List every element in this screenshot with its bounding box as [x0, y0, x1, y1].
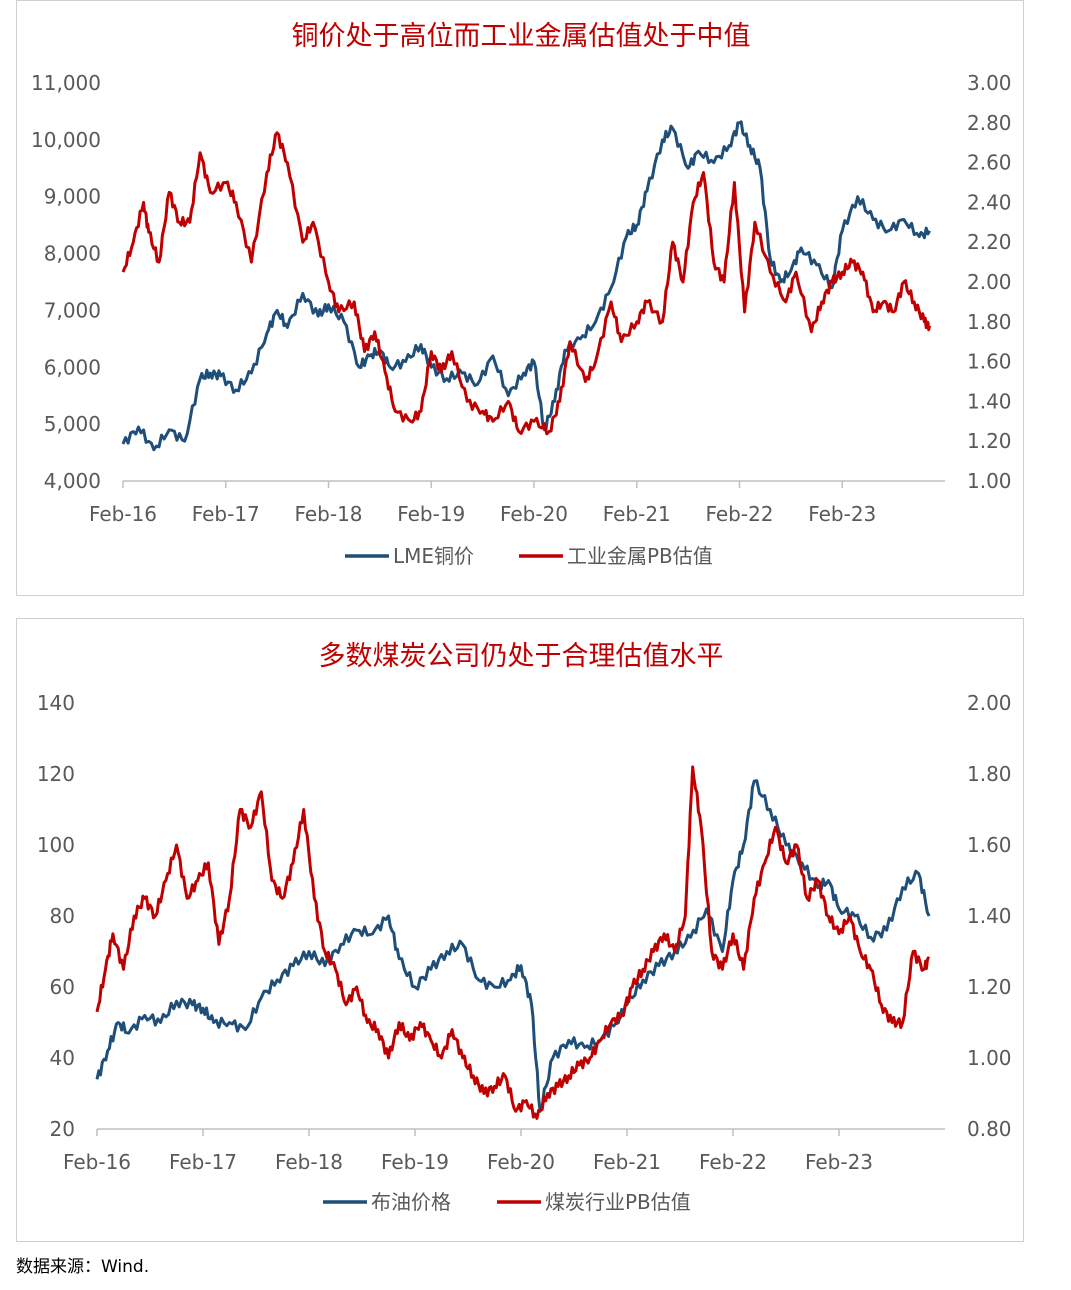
series-line-right [95, 765, 931, 1120]
x-tick-label: Feb-18 [275, 1150, 343, 1174]
y-right-tick-label: 2.60 [967, 151, 1012, 175]
series-line-left [95, 779, 931, 1113]
y-left-tick-label: 7,000 [44, 298, 101, 322]
y-right-tick-label: 1.60 [967, 833, 1012, 857]
x-tick-label: Feb-17 [169, 1150, 237, 1174]
y-left-tick-label: 6,000 [44, 355, 101, 379]
x-tick-label: Feb-16 [63, 1150, 131, 1174]
x-tick-label: Feb-22 [705, 502, 773, 526]
chart-panel-copper: 铜价处于高位而工业金属估值处于中值 Feb-16 Feb-17 Feb-18 Feb-1… [16, 0, 1024, 596]
y-left-tick-label: 80 [50, 904, 75, 928]
y-right-tick-label: 3.00 [967, 71, 1012, 95]
y-right-tick-label: 1.80 [967, 310, 1012, 334]
x-tick-label: Feb-18 [294, 502, 362, 526]
chart-svg-copper: 铜价处于高位而工业金属估值处于中值 Feb-16 Feb-17 Feb-18 Feb-1… [31, 21, 1012, 568]
y-right-tick-label: 2.20 [967, 230, 1012, 254]
x-tick-label: Feb-20 [500, 502, 568, 526]
y-left-tick-label: 5,000 [44, 412, 101, 436]
y-left-tick-label: 9,000 [44, 185, 101, 209]
legend-label: 煤炭行业PB估值 [545, 1190, 691, 1214]
series-line-right [121, 131, 932, 436]
y-right-tick-label: 1.80 [967, 762, 1012, 786]
y-left-tick-label: 10,000 [31, 128, 101, 152]
chart-panel-coal: 多数煤炭公司仍处于合理估值水平 Feb-16 Feb-17 Feb-18 Feb-19 F… [16, 618, 1024, 1242]
y-right-tick-label: 1.60 [967, 350, 1012, 374]
legend-label: 工业金属PB估值 [567, 544, 713, 568]
y-right-tick-label: 1.40 [967, 389, 1012, 413]
x-tick-label: Feb-17 [192, 502, 260, 526]
x-tick-label: Feb-19 [381, 1150, 449, 1174]
y-right-tick-label: 2.00 [967, 270, 1012, 294]
y-right-tick-label: 1.20 [967, 429, 1012, 453]
y-right-tick-label: 0.80 [967, 1117, 1012, 1141]
x-tick-label: Feb-22 [699, 1150, 767, 1174]
y-left-tick-label: 4,000 [44, 469, 101, 493]
y-right-tick-label: 1.00 [967, 1046, 1012, 1070]
legend-label: LME铜价 [393, 544, 474, 568]
y-left-tick-label: 120 [37, 762, 75, 786]
y-left-tick-label: 140 [37, 691, 75, 715]
x-tick-label: Feb-23 [808, 502, 876, 526]
x-tick-label: Feb-16 [89, 502, 157, 526]
x-tick-label: Feb-19 [397, 502, 465, 526]
y-right-tick-label: 1.00 [967, 469, 1012, 493]
y-right-tick-label: 1.40 [967, 904, 1012, 928]
x-tick-label: Feb-20 [487, 1150, 555, 1174]
legend-label: 布油价格 [371, 1190, 451, 1214]
chart-svg-coal: 多数煤炭公司仍处于合理估值水平 Feb-16 Feb-17 Feb-18 Feb-19 F… [37, 641, 1012, 1214]
x-tick-label: Feb-21 [603, 502, 671, 526]
chart-title: 铜价处于高位而工业金属估值处于中值 [292, 21, 751, 52]
y-right-tick-label: 2.40 [967, 190, 1012, 214]
y-left-tick-label: 20 [50, 1117, 75, 1141]
series-line-left [121, 120, 931, 452]
chart-title: 多数煤炭公司仍处于合理估值水平 [319, 641, 724, 672]
y-left-tick-label: 60 [50, 975, 75, 999]
y-right-tick-label: 1.20 [967, 975, 1012, 999]
y-right-tick-label: 2.00 [967, 691, 1012, 715]
y-left-tick-label: 100 [37, 833, 75, 857]
y-left-tick-label: 8,000 [44, 242, 101, 266]
y-left-tick-label: 11,000 [31, 71, 101, 95]
x-tick-label: Feb-23 [805, 1150, 873, 1174]
y-left-tick-label: 40 [50, 1046, 75, 1070]
y-right-tick-label: 2.80 [967, 111, 1012, 135]
source-note: 数据来源：Wind. [16, 1257, 150, 1277]
x-tick-label: Feb-21 [593, 1150, 661, 1174]
